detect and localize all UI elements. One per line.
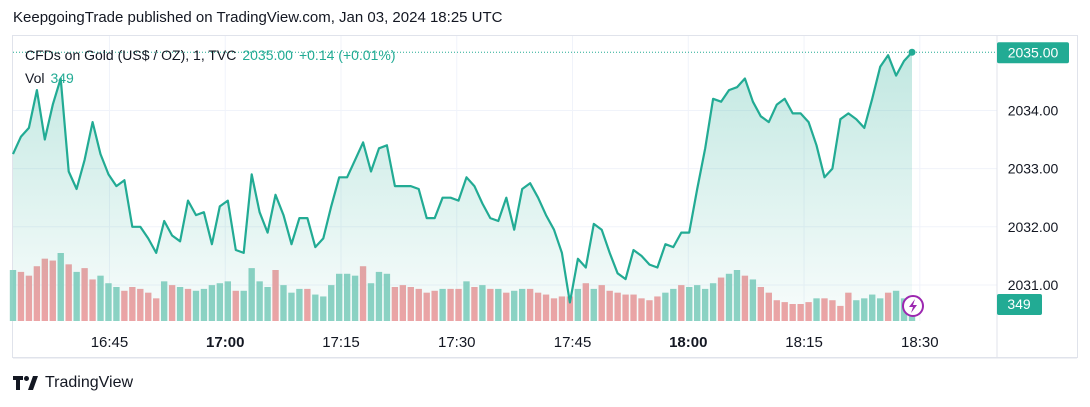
last-price-label: 2035.00 [1008,44,1059,60]
price-axis: 2031.00 2032.00 2033.00 2034.00 [1008,102,1059,292]
y-tick-label: 2033.00 [1008,161,1059,177]
y-tick-label: 2031.00 [1008,277,1059,293]
price-line [11,51,913,304]
x-tick-label: 17:00 [206,334,244,351]
lightning-replay-icon[interactable] [902,295,924,317]
x-tick-label: 16:45 [91,334,129,351]
symbol-name: CFDs on Gold (US$ / OZ), 1, TVC [25,47,237,63]
y-tick-label: 2034.00 [1008,102,1059,118]
volume-badge [997,294,1042,315]
symbol-legend[interactable]: CFDs on Gold (US$ / OZ), 1, TVC 2035.00 +0… [25,47,395,63]
axis-price-labels: 2035.00 349 [997,42,1069,315]
volume-badge-label: 349 [1007,296,1031,312]
x-tick-label: 17:30 [438,334,476,351]
volume-legend-label: Vol [25,70,45,86]
x-tick-label: 18:30 [901,334,939,351]
publisher-caption: KeepgoingTrade published on TradingView.… [13,9,503,26]
x-tick-label: 17:15 [322,334,360,351]
y-tick-label: 2032.00 [1008,219,1059,235]
time-axis: 16:45 17:00 17:15 17:30 17:45 18:00 18:15 18:30 [13,36,1077,359]
legend-last-price: 2035.00 [242,47,293,63]
price-area-fill [13,52,912,322]
last-price-dot [908,48,916,56]
tradingview-logo-icon [13,376,38,390]
last-price-badge [997,42,1069,64]
tradingview-footer[interactable]: TradingView [13,374,133,392]
tradingview-brand: TradingView [45,374,134,391]
x-tick-label: 18:15 [785,334,823,351]
legend-change: +0.14 (+0.01%) [298,47,396,63]
lightning-icon [909,299,917,313]
volume-legend[interactable]: Vol 349 [25,70,74,86]
x-tick-label: 17:45 [554,334,592,351]
volume-legend-value: 349 [50,70,74,86]
x-tick-label: 18:00 [669,334,707,351]
